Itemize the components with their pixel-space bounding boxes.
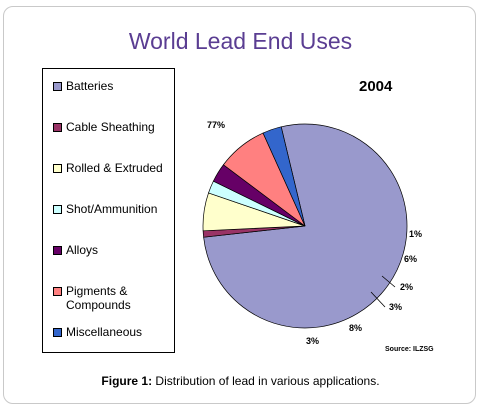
pie-slice-miscellaneous bbox=[262, 126, 306, 227]
pie-value-label: 77% bbox=[207, 120, 225, 130]
legend-label: Pigments & Compounds bbox=[66, 284, 131, 312]
legend-item-batteries: Batteries bbox=[53, 79, 176, 93]
figure-caption: Figure 1: Distribution of lead in variou… bbox=[0, 374, 481, 388]
pie-slice-batteries bbox=[203, 123, 408, 329]
legend-item-miscellaneous: Miscellaneous bbox=[53, 325, 176, 339]
legend-swatch-rolled-extruded bbox=[53, 164, 62, 173]
legend-swatch-miscellaneous bbox=[53, 328, 62, 337]
leader-line bbox=[381, 275, 396, 288]
legend-item-rolled-extruded: Rolled & Extruded bbox=[53, 161, 176, 175]
pie-value-label: 1% bbox=[409, 229, 422, 239]
legend-item-cable-sheathing: Cable Sheathing bbox=[53, 120, 176, 134]
legend-label: Shot/Ammunition bbox=[66, 202, 158, 216]
legend-label: Alloys bbox=[66, 243, 99, 257]
pie-value-label: 2% bbox=[400, 282, 413, 292]
legend-item-shot-ammunition: Shot/Ammunition bbox=[53, 202, 176, 216]
legend-label: Miscellaneous bbox=[66, 325, 143, 339]
legend-swatch-shot-ammunition bbox=[53, 205, 62, 214]
legend-swatch-cable-sheathing bbox=[53, 123, 62, 132]
pie-value-label: 6% bbox=[404, 254, 417, 264]
legend-swatch-batteries bbox=[53, 82, 62, 91]
legend-label: Batteries bbox=[66, 79, 114, 93]
caption-text: Distribution of lead in various applicat… bbox=[152, 374, 380, 388]
legend-label: Rolled & Extruded bbox=[66, 161, 163, 175]
legend: Batteries Cable Sheathing Rolled & Extru… bbox=[42, 68, 175, 353]
chart-subtitle-year: 2004 bbox=[359, 78, 393, 95]
pie-value-label: 3% bbox=[389, 302, 402, 312]
legend-item-pigments-compounds: Pigments & Compounds bbox=[53, 284, 176, 312]
pie-value-label: 3% bbox=[306, 336, 319, 346]
legend-item-alloys: Alloys bbox=[53, 243, 176, 257]
legend-swatch-alloys bbox=[53, 246, 62, 255]
pie-leader-lines bbox=[370, 275, 396, 308]
caption-prefix: Figure 1: bbox=[101, 374, 153, 388]
legend-swatch-pigments-compounds bbox=[53, 287, 62, 296]
chart-source: Source: ILZSG bbox=[385, 346, 434, 353]
legend-label: Cable Sheathing bbox=[66, 120, 155, 134]
leader-line bbox=[370, 291, 386, 308]
chart-title: World Lead End Uses bbox=[128, 28, 353, 54]
pie-value-labels: 77% 1% 6% 2% 3% 8% 3% bbox=[207, 120, 422, 346]
pie-slices bbox=[202, 123, 408, 329]
pie-value-label: 8% bbox=[349, 323, 362, 333]
